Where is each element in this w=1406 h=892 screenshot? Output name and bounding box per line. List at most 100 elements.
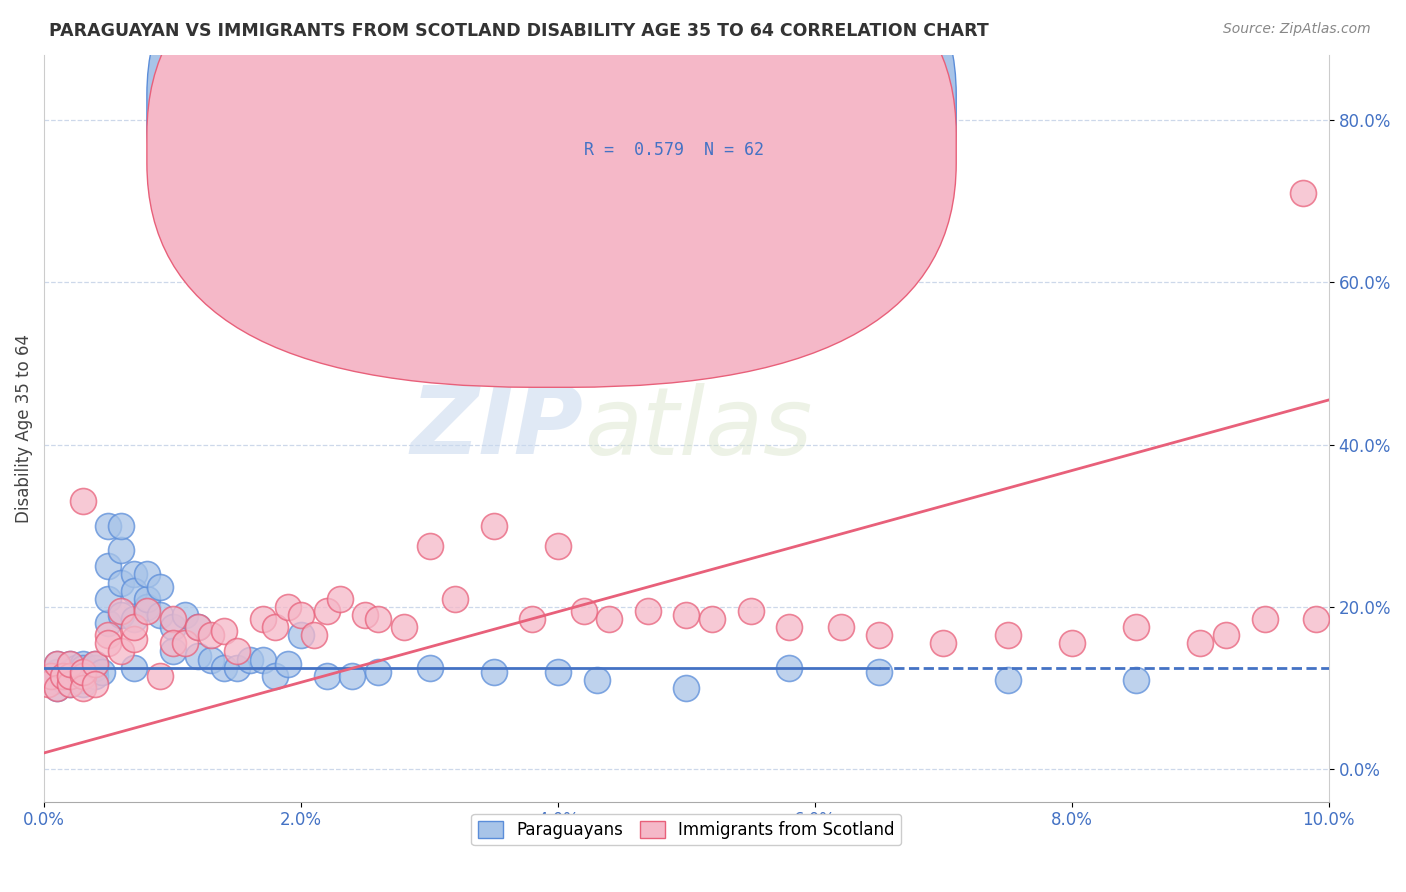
Point — [97, 559, 120, 574]
Point — [59, 677, 82, 691]
Point — [59, 669, 82, 683]
Point — [135, 604, 157, 618]
Point — [997, 628, 1019, 642]
Point — [122, 567, 145, 582]
Point — [277, 657, 299, 671]
Point — [162, 612, 184, 626]
Point — [84, 677, 107, 691]
Point — [46, 657, 69, 671]
Point — [354, 607, 377, 622]
Point — [122, 620, 145, 634]
Point — [122, 583, 145, 598]
Point — [72, 677, 94, 691]
Point — [277, 599, 299, 614]
Point — [72, 681, 94, 695]
FancyBboxPatch shape — [503, 96, 870, 185]
Point — [1125, 620, 1147, 634]
Point — [135, 599, 157, 614]
Point — [290, 607, 312, 622]
Point — [149, 669, 172, 683]
Point — [200, 628, 222, 642]
Point — [46, 681, 69, 695]
Point — [52, 673, 75, 687]
Point — [97, 518, 120, 533]
Point — [110, 607, 132, 622]
Point — [174, 607, 197, 622]
Y-axis label: Disability Age 35 to 64: Disability Age 35 to 64 — [15, 334, 32, 523]
Point — [830, 620, 852, 634]
Point — [1215, 628, 1237, 642]
Point — [1292, 186, 1315, 200]
Point — [65, 661, 87, 675]
Point — [97, 591, 120, 606]
Point — [264, 669, 287, 683]
Point — [59, 657, 82, 671]
Point — [482, 665, 505, 679]
Point — [482, 518, 505, 533]
Point — [46, 657, 69, 671]
Point — [1305, 612, 1327, 626]
Point — [72, 665, 94, 679]
FancyBboxPatch shape — [146, 0, 956, 387]
Point — [187, 620, 209, 634]
Point — [39, 669, 62, 683]
Point — [367, 665, 389, 679]
FancyBboxPatch shape — [146, 0, 956, 349]
Point — [290, 628, 312, 642]
Point — [225, 644, 247, 658]
Point — [110, 518, 132, 533]
Point — [367, 612, 389, 626]
Point — [97, 636, 120, 650]
Point — [225, 661, 247, 675]
Point — [122, 632, 145, 647]
Text: R =  0.579  N = 62: R = 0.579 N = 62 — [583, 141, 763, 159]
Point — [84, 657, 107, 671]
Point — [72, 657, 94, 671]
Point — [778, 620, 800, 634]
Point — [212, 624, 235, 639]
Point — [97, 628, 120, 642]
Point — [239, 652, 262, 666]
Point — [329, 591, 352, 606]
Point — [149, 580, 172, 594]
Point — [392, 620, 415, 634]
Point — [675, 607, 697, 622]
Point — [585, 673, 607, 687]
Point — [740, 604, 762, 618]
Point — [110, 644, 132, 658]
Point — [59, 665, 82, 679]
Point — [187, 648, 209, 663]
Point — [84, 661, 107, 675]
Point — [572, 604, 595, 618]
Point — [187, 620, 209, 634]
Point — [97, 616, 120, 631]
Point — [110, 604, 132, 618]
Point — [135, 591, 157, 606]
Point — [59, 669, 82, 683]
Point — [675, 681, 697, 695]
Point — [59, 657, 82, 671]
Point — [135, 567, 157, 582]
Point — [52, 669, 75, 683]
Point — [52, 669, 75, 683]
Point — [162, 620, 184, 634]
Point — [72, 669, 94, 683]
Point — [315, 669, 337, 683]
Point — [110, 543, 132, 558]
Point — [37, 677, 59, 691]
Point — [932, 636, 955, 650]
Legend: Paraguayans, Immigrants from Scotland: Paraguayans, Immigrants from Scotland — [471, 814, 901, 846]
Point — [252, 612, 274, 626]
Text: PARAGUAYAN VS IMMIGRANTS FROM SCOTLAND DISABILITY AGE 35 TO 64 CORRELATION CHART: PARAGUAYAN VS IMMIGRANTS FROM SCOTLAND D… — [49, 22, 988, 40]
Point — [162, 636, 184, 650]
Point — [72, 669, 94, 683]
Text: R = -0.001  N = 65: R = -0.001 N = 65 — [583, 102, 763, 120]
Point — [547, 665, 569, 679]
Point — [46, 681, 69, 695]
Point — [522, 612, 544, 626]
Point — [444, 591, 467, 606]
Point — [212, 661, 235, 675]
Point — [1125, 673, 1147, 687]
Point — [59, 677, 82, 691]
Point — [252, 652, 274, 666]
